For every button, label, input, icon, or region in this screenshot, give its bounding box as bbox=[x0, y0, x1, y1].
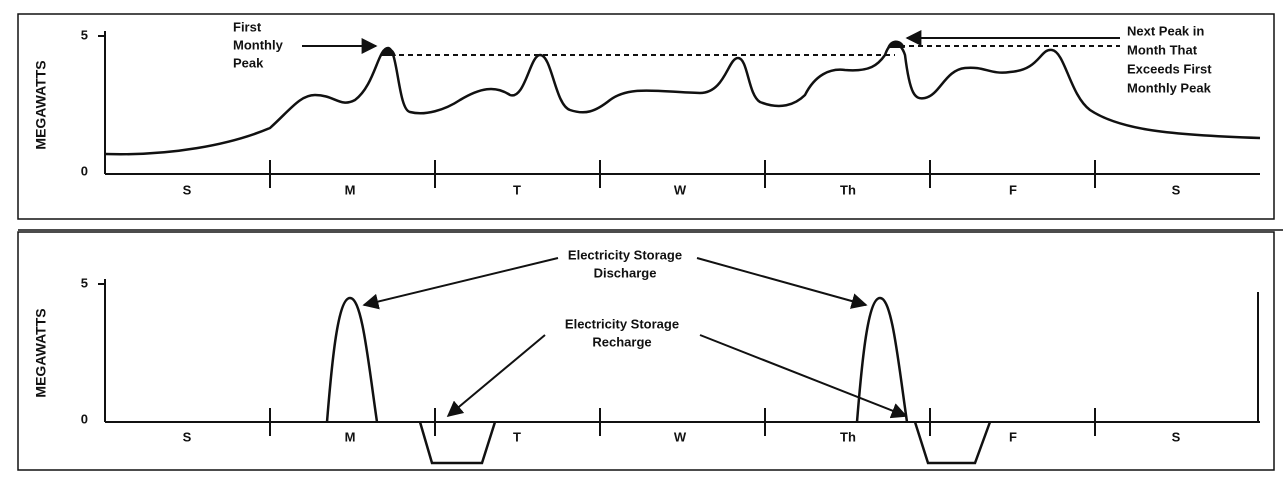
top-panel: 5 0 MEGAWATTS S M T W Th F S First Monthly Peak Next … bbox=[33, 19, 1260, 197]
y-tick-label: 5 bbox=[81, 27, 88, 42]
day-label: S bbox=[183, 182, 192, 197]
recharge-curve bbox=[913, 421, 992, 465]
panel-frame bbox=[17, 231, 1275, 471]
arrow bbox=[446, 334, 546, 418]
day-label: W bbox=[674, 429, 687, 444]
day-label: S bbox=[183, 429, 192, 444]
y-axis-label: MEGAWATTS bbox=[33, 308, 49, 397]
recharge-curve bbox=[418, 421, 497, 465]
day-label: S bbox=[1172, 429, 1181, 444]
bottom-panel: 5 0 MEGAWATTS S M T W Th F S Electricity Storage Di… bbox=[33, 247, 1260, 444]
day-label: W bbox=[674, 182, 687, 197]
y-tick-label: 0 bbox=[81, 163, 88, 178]
day-label: M bbox=[345, 429, 356, 444]
annotation: Month That bbox=[1127, 42, 1198, 57]
annotation: Monthly Peak bbox=[1127, 80, 1212, 95]
discharge-curve bbox=[325, 296, 379, 423]
load-curve bbox=[104, 42, 1261, 156]
discharge-curve bbox=[855, 296, 909, 423]
day-label: F bbox=[1009, 182, 1017, 197]
day-label: S bbox=[1172, 182, 1181, 197]
annotation: Electricity Storage bbox=[565, 316, 679, 331]
annotation: Exceeds First bbox=[1127, 61, 1212, 76]
annotation: Discharge bbox=[594, 265, 657, 280]
day-label: Th bbox=[840, 429, 856, 444]
day-label: T bbox=[513, 182, 521, 197]
annotation: Electricity Storage bbox=[568, 247, 682, 262]
y-axis-label: MEGAWATTS bbox=[33, 60, 49, 149]
y-tick-label: 5 bbox=[81, 275, 88, 290]
day-label: M bbox=[345, 182, 356, 197]
day-label: F bbox=[1009, 429, 1017, 444]
y-tick-label: 0 bbox=[81, 411, 88, 426]
arrow bbox=[696, 257, 868, 309]
arrow bbox=[362, 257, 559, 310]
annotation: First bbox=[233, 19, 262, 34]
arrow bbox=[699, 334, 908, 419]
annotation: Recharge bbox=[592, 334, 651, 349]
panel-frame bbox=[17, 13, 1275, 220]
day-label: Th bbox=[840, 182, 856, 197]
day-label: T bbox=[513, 429, 521, 444]
annotation: Next Peak in bbox=[1127, 23, 1204, 38]
annotation: Peak bbox=[233, 55, 264, 70]
annotation: Monthly bbox=[233, 37, 284, 52]
